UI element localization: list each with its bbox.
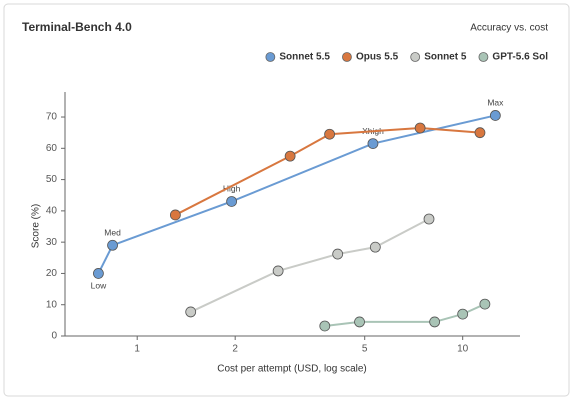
data-point	[367, 138, 379, 150]
data-point	[429, 316, 441, 328]
legend-label: GPT-5.6 Sol	[492, 52, 548, 63]
data-point	[332, 248, 344, 260]
y-tick-label: 0	[51, 331, 57, 342]
point-label: Max	[487, 98, 504, 108]
legend-marker	[342, 52, 352, 62]
legend-label: Sonnet 5.5	[279, 52, 330, 63]
legend-marker	[410, 52, 421, 62]
data-point	[169, 209, 181, 221]
legend-marker	[478, 52, 489, 62]
data-point	[319, 320, 331, 332]
data-point	[423, 213, 435, 225]
legend-label: Sonnet 5	[424, 52, 467, 63]
y-tick-label: 20	[46, 268, 58, 279]
data-point	[185, 306, 197, 318]
y-tick-label: 10	[46, 299, 58, 310]
data-point	[369, 241, 381, 253]
x-tick-label: 10	[457, 344, 469, 355]
data-point	[489, 110, 501, 121]
x-tick-label: 1	[134, 344, 140, 355]
y-tick-label: 40	[46, 206, 58, 217]
data-point	[457, 308, 469, 320]
x-tick-label: 2	[232, 344, 238, 355]
y-axis-title: Score (%)	[31, 204, 42, 248]
data-point	[226, 196, 238, 207]
chart-subtitle: Accuracy vs. cost	[470, 23, 548, 34]
x-tick-label: 5	[362, 344, 368, 355]
y-tick-label: 50	[46, 174, 58, 185]
y-tick-label: 30	[46, 237, 58, 248]
x-axis-title: Cost per attempt (USD, log scale)	[217, 364, 367, 375]
legend-marker	[265, 52, 276, 62]
chart-title: Terminal-Bench 4.0	[22, 20, 132, 34]
y-tick-label: 70	[46, 112, 58, 123]
data-point	[479, 298, 491, 310]
legend-label: Opus 5.5	[356, 52, 399, 63]
y-tick-label: 60	[46, 143, 58, 154]
data-point	[414, 122, 426, 134]
data-point	[93, 268, 104, 279]
data-point	[272, 265, 284, 277]
card	[3, 3, 570, 397]
data-point	[324, 128, 335, 140]
point-label: High	[223, 184, 241, 194]
point-label: Med	[104, 228, 121, 238]
point-label: Low	[91, 281, 107, 291]
data-point	[474, 127, 486, 139]
data-point	[354, 316, 365, 328]
data-point	[284, 150, 296, 162]
data-point	[107, 239, 118, 251]
